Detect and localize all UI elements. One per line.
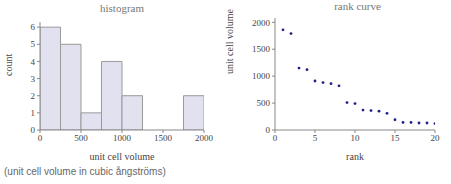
svg-text:3: 3 [31,74,36,84]
svg-text:2000: 2000 [195,133,214,143]
svg-text:1000: 1000 [252,71,271,81]
svg-text:count: count [8,54,14,76]
svg-text:6: 6 [31,22,36,32]
svg-text:1500: 1500 [154,133,173,143]
svg-text:10: 10 [351,133,361,143]
html-text:(unit cell volume in cubic ång: (unit cell volume in cubic ångströms) [4,166,166,177]
svg-text:2: 2 [31,91,36,101]
svg-text:0: 0 [273,133,278,143]
svg-text:1: 1 [31,108,36,118]
svg-text:20: 20 [431,133,441,143]
svg-text:4: 4 [31,57,36,67]
svg-text:2000: 2000 [252,18,271,28]
svg-text:0: 0 [31,125,36,135]
svg-text:unit cell volume: unit cell volume [224,8,235,74]
html-text:rank curve: rank curve [334,0,381,12]
svg-text:500: 500 [257,98,271,108]
svg-text:1500: 1500 [252,44,271,54]
svg-text:5: 5 [31,39,36,49]
svg-text:15: 15 [391,133,401,143]
svg-text:1000: 1000 [113,133,132,143]
svg-text:0: 0 [38,133,43,143]
svg-text:500: 500 [74,133,88,143]
svg-text:rank: rank [346,151,364,162]
svg-text:unit cell volume: unit cell volume [90,151,156,162]
svg-text:5: 5 [313,133,318,143]
html-text:histogram: histogram [100,2,144,14]
svg-text:0: 0 [266,125,271,135]
